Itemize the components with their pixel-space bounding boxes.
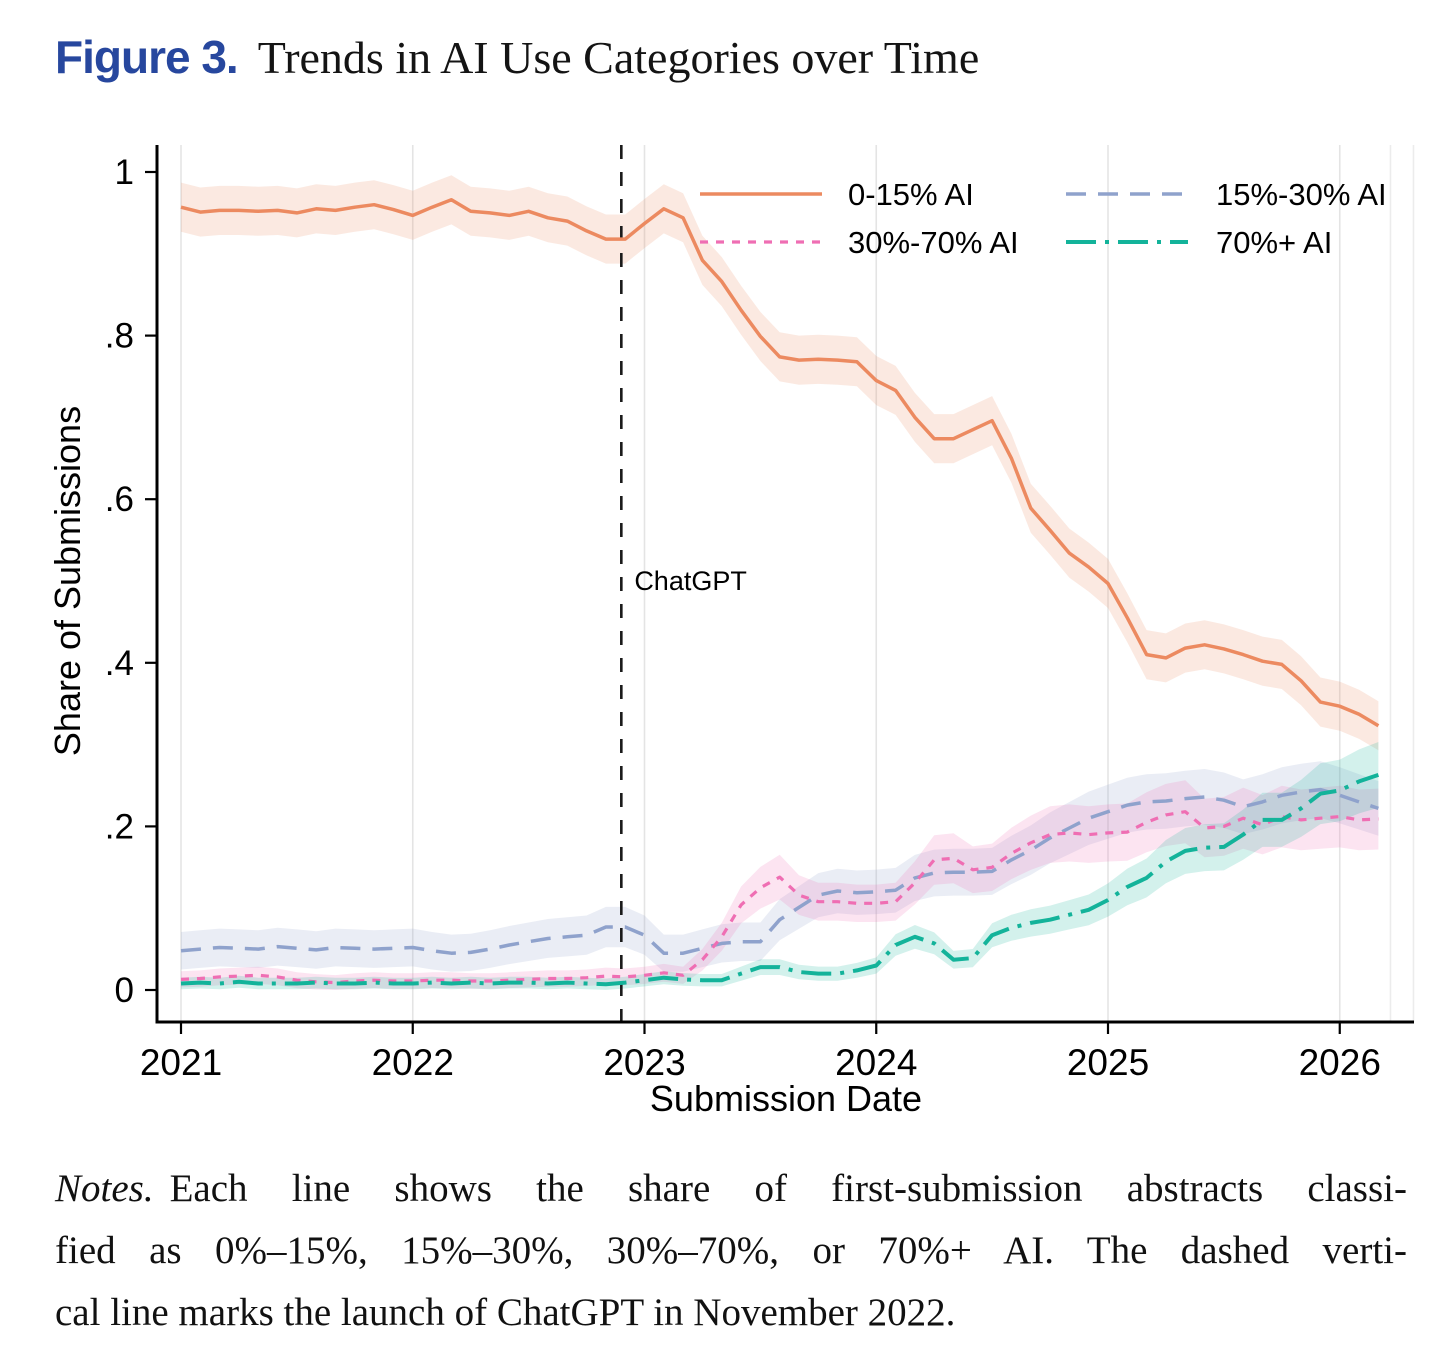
notes: Notes. Each line shows the share of first…	[55, 1158, 1407, 1344]
figure-label: Figure 3.	[55, 31, 239, 83]
x-tick-label: 2023	[603, 1042, 685, 1083]
legend-label-30-70-ai: 30%-70% AI	[848, 225, 1019, 260]
notes-line-1: Notes. Each line shows the share of first…	[55, 1158, 1407, 1220]
confidence-band-15-30-ai	[181, 761, 1379, 972]
y-tick-label: .6	[105, 480, 134, 519]
legend-label-0-15-ai: 0-15% AI	[848, 177, 974, 212]
figure-title: Figure 3. Trends in AI Use Categories ove…	[55, 30, 979, 84]
x-tick-label: 2025	[1067, 1042, 1149, 1083]
y-tick-label: 0	[115, 971, 134, 1010]
notes-line-2: fied as 0%–15%, 15%–30%, 30%–70%, or 70%…	[55, 1229, 1407, 1272]
line-chart: ChatGPT 0 .2 .4 .6 .8 1 2021 2022 2023 2024 2025 20…	[47, 145, 1415, 1119]
y-tick-label: .8	[105, 317, 134, 356]
confidence-bands	[181, 175, 1379, 990]
legend: 0-15% AI 15%-30% AI 30%-70% AI 70%+ AI	[700, 177, 1387, 260]
notes-label: Notes.	[55, 1167, 154, 1210]
x-tick-label: 2024	[835, 1042, 917, 1083]
series-line-30-70-ai	[180, 810, 1379, 985]
x-tick-label: 2026	[1299, 1042, 1381, 1083]
y-tick-label: .4	[105, 644, 134, 683]
notes-text-1: Each line shows the share of first-submi…	[169, 1167, 1407, 1210]
legend-label-15-30-ai: 15%-30% AI	[1216, 177, 1387, 212]
chatgpt-label: ChatGPT	[634, 566, 747, 596]
confidence-band-70-ai	[181, 742, 1379, 990]
y-axis-title: Share of Submissions	[47, 406, 88, 756]
axes: 0 .2 .4 .6 .8 1 2021 2022 2023 2024 2025 2026 Submis…	[47, 145, 1414, 1119]
y-tick-label: .2	[105, 807, 134, 846]
x-tick-label: 2021	[140, 1042, 222, 1083]
series-line-70-ai	[180, 773, 1380, 987]
chatgpt-annotation: ChatGPT	[620, 145, 747, 1022]
series-lines	[180, 198, 1380, 987]
legend-label-70-ai: 70%+ AI	[1216, 225, 1332, 260]
y-tick-label: 1	[115, 153, 134, 192]
series-line-15-30-ai	[180, 787, 1379, 955]
series-line-0-15-ai	[180, 198, 1380, 728]
notes-line-3: cal line marks the launch of ChatGPT in …	[55, 1291, 956, 1334]
figure-title-text: Trends in AI Use Categories over Time	[257, 32, 980, 83]
x-tick-label: 2022	[372, 1042, 454, 1083]
confidence-band-0-15-ai	[181, 175, 1379, 751]
x-axis-title: Submission Date	[650, 1078, 922, 1119]
